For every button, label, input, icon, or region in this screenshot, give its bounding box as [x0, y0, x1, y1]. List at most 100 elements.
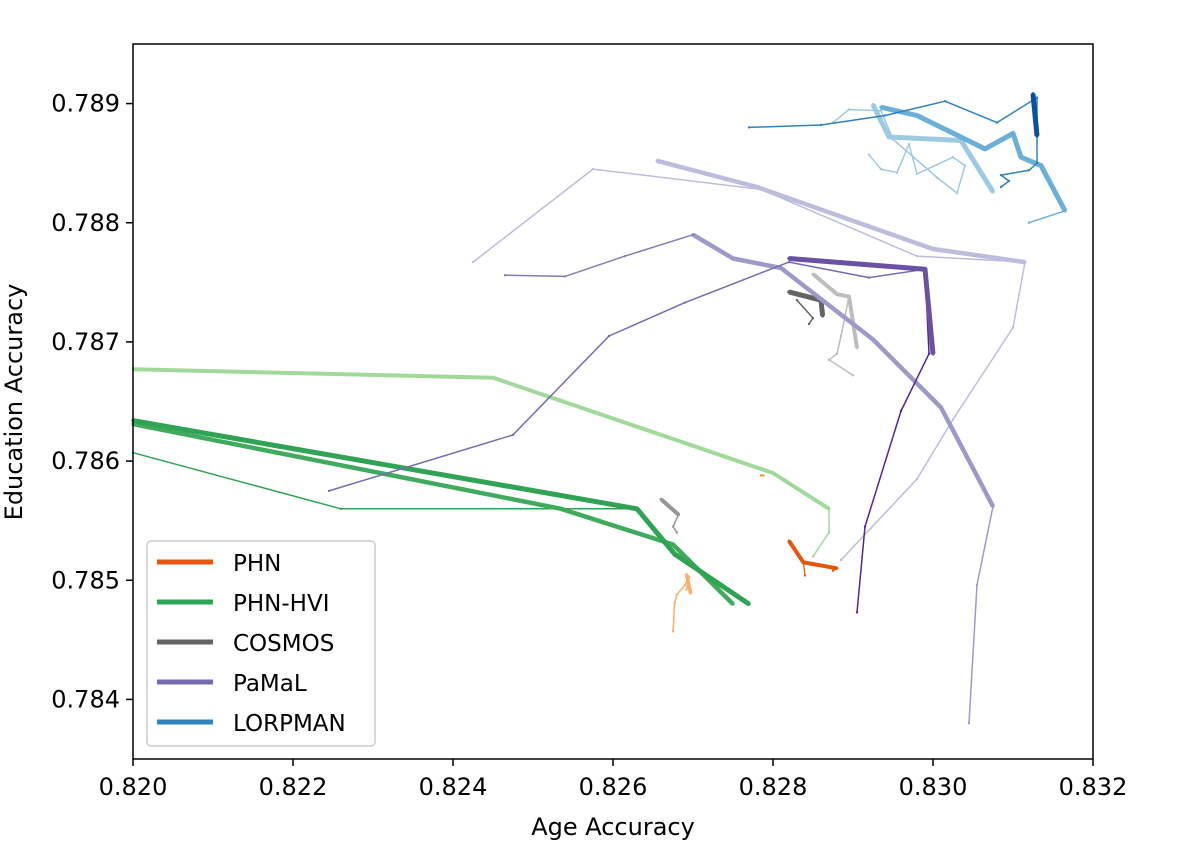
data-point [847, 108, 851, 111]
data-point [787, 290, 791, 294]
data-point [1011, 326, 1015, 329]
data-point [871, 337, 875, 342]
data-point [855, 346, 859, 350]
series-line-phn [802, 562, 806, 576]
data-point [659, 497, 663, 501]
plot-frame [132, 43, 1094, 760]
y-tick-label: 0.787 [51, 328, 120, 356]
legend-box [146, 540, 376, 747]
data-point [762, 474, 765, 477]
data-point [802, 561, 805, 564]
data-point [915, 113, 919, 118]
data-point [820, 313, 825, 318]
data-point [883, 114, 887, 117]
data-point [951, 418, 955, 421]
series-line-lorpman [1028, 210, 1066, 224]
data-point [1011, 131, 1015, 136]
data-point [999, 173, 1003, 177]
data-point [943, 100, 947, 103]
y-axis-label: Education Accuracy [0, 284, 28, 521]
data-point [835, 567, 839, 570]
x-tick-label: 0.832 [1059, 773, 1128, 801]
data-point [511, 433, 515, 437]
legend-label: PaMaL [233, 671, 307, 697]
data-point [672, 552, 677, 556]
legend: PHN PHN-HVI COSMOS PaMaL LORPMAN [146, 540, 376, 747]
legend-label: PHN-HVI [233, 591, 329, 617]
data-point [879, 105, 883, 109]
x-tick-label: 0.820 [99, 773, 168, 801]
data-point [907, 142, 911, 146]
data-point [991, 505, 995, 508]
legend-label: PHN [233, 551, 281, 577]
data-point [827, 531, 831, 534]
series-line-phn-hvi [132, 367, 831, 511]
data-point [731, 256, 735, 261]
x-tick-label: 0.828 [739, 773, 808, 801]
x-tick-label: 0.830 [899, 773, 968, 801]
data-point [683, 301, 687, 304]
data-point [967, 722, 971, 725]
data-point [1023, 260, 1027, 264]
data-point [963, 164, 967, 167]
data-point [811, 272, 815, 276]
data-point [1035, 96, 1039, 99]
data-point [811, 555, 815, 558]
data-point [655, 159, 659, 163]
data-point [999, 185, 1003, 189]
data-point [915, 172, 919, 176]
data-point [867, 276, 871, 279]
data-point [771, 471, 775, 475]
data-point [689, 592, 692, 595]
data-point [677, 513, 680, 516]
data-point [835, 292, 839, 296]
data-point [471, 260, 475, 264]
data-point [827, 358, 831, 361]
data-point [879, 109, 883, 112]
data-point [879, 167, 883, 171]
data-point [685, 573, 688, 576]
data-point [1035, 162, 1039, 165]
data-point [831, 569, 835, 572]
data-point [811, 316, 815, 320]
data-point [923, 267, 927, 271]
data-point [915, 254, 919, 258]
data-point [991, 190, 995, 194]
series-line-pamal [504, 233, 694, 278]
data-point [867, 153, 871, 156]
data-point [503, 274, 507, 277]
data-point [671, 630, 675, 633]
data-point [759, 474, 763, 477]
x-tick-label: 0.822 [259, 773, 328, 801]
data-point [955, 191, 959, 195]
data-point [863, 525, 867, 528]
data-point [673, 601, 676, 605]
data-point [339, 507, 343, 510]
data-point [787, 260, 791, 264]
y-tick-label: 0.786 [51, 447, 120, 475]
data-point [895, 171, 899, 174]
data-point [891, 138, 895, 141]
data-point [623, 254, 627, 258]
legend-label: LORPMAN [233, 711, 346, 737]
data-point [871, 103, 875, 107]
data-point [1019, 155, 1023, 159]
data-point [1007, 179, 1011, 183]
x-tick-label: 0.824 [419, 773, 488, 801]
data-point [755, 185, 759, 189]
data-point [1039, 163, 1043, 168]
data-point [779, 266, 783, 270]
series-line-cosmos [659, 497, 680, 517]
data-point [747, 602, 751, 606]
data-point [931, 247, 935, 251]
data-point [935, 176, 939, 179]
data-point [747, 126, 751, 129]
data-point [827, 507, 831, 510]
data-point [1063, 209, 1067, 212]
data-point [939, 405, 943, 410]
y-tick-label: 0.785 [51, 566, 120, 594]
data-point [675, 593, 679, 596]
data-point [1027, 221, 1031, 224]
y-tick-label: 0.788 [51, 209, 120, 237]
data-point [787, 539, 791, 543]
